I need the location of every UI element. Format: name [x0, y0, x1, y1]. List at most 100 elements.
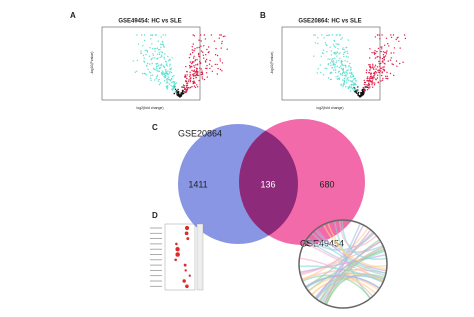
point: [162, 34, 165, 36]
point: [378, 60, 380, 63]
chord: [316, 275, 384, 300]
point: [336, 78, 339, 81]
point: [191, 61, 194, 63]
point: [164, 34, 167, 36]
point: [327, 58, 329, 60]
plot-frame: [281, 26, 381, 101]
point: [143, 39, 146, 42]
dot: [175, 247, 180, 252]
point: [203, 57, 205, 59]
chord: [314, 240, 382, 299]
point: [381, 48, 383, 50]
point: [163, 56, 166, 59]
point: [334, 67, 336, 69]
point: [183, 85, 185, 87]
volcano-points: [313, 34, 407, 98]
point: [340, 65, 342, 67]
panel-label: D: [152, 211, 158, 220]
point: [186, 87, 188, 89]
point: [205, 67, 207, 70]
point: [357, 86, 359, 88]
point: [192, 75, 195, 77]
term-label-bar: [150, 275, 162, 277]
point: [221, 40, 223, 43]
chord: [325, 248, 385, 305]
point: [331, 72, 333, 74]
point: [373, 77, 375, 79]
point: [188, 79, 190, 81]
point: [373, 75, 375, 77]
point: [172, 86, 175, 89]
point: [187, 82, 189, 84]
point: [160, 46, 162, 49]
point: [173, 84, 176, 87]
point: [327, 64, 329, 66]
point: [177, 95, 179, 97]
point: [338, 66, 340, 69]
point: [355, 80, 357, 82]
point: [335, 62, 337, 64]
point: [221, 70, 223, 72]
point: [193, 81, 195, 83]
point: [196, 47, 198, 49]
point: [316, 72, 318, 74]
point: [205, 54, 207, 56]
point: [377, 71, 379, 73]
point: [193, 65, 195, 67]
point: [340, 73, 342, 76]
point: [180, 94, 183, 96]
chord: [300, 231, 374, 276]
point: [390, 34, 392, 36]
point: [332, 63, 334, 66]
term-label-bar: [150, 280, 162, 282]
point: [193, 55, 195, 57]
point: [343, 72, 346, 74]
point: [349, 87, 351, 89]
point: [192, 77, 195, 80]
point: [350, 86, 353, 88]
point: [198, 55, 201, 58]
point: [366, 84, 369, 86]
point: [321, 34, 323, 36]
point: [363, 90, 366, 92]
point: [343, 51, 345, 54]
point: [165, 64, 168, 66]
point: [154, 57, 156, 59]
point: [199, 67, 201, 69]
point: [206, 65, 208, 67]
point: [196, 84, 198, 86]
point: [347, 52, 349, 55]
point: [378, 69, 380, 71]
point: [341, 73, 344, 75]
point: [381, 72, 383, 74]
point: [193, 61, 195, 63]
point: [403, 34, 406, 36]
point: [372, 86, 374, 88]
point: [333, 45, 335, 48]
point: [371, 80, 374, 82]
point: [367, 86, 370, 89]
point: [189, 86, 192, 89]
point: [186, 77, 188, 80]
point: [342, 48, 344, 50]
point: [373, 68, 375, 71]
panel-label: A: [70, 11, 76, 20]
chord: [323, 239, 381, 305]
point: [142, 54, 145, 57]
point: [363, 88, 365, 90]
point: [337, 75, 339, 77]
point: [347, 77, 349, 79]
point: [348, 65, 350, 67]
point: [199, 34, 202, 36]
point: [348, 86, 350, 88]
point: [399, 47, 401, 49]
point: [390, 57, 392, 59]
point: [150, 34, 152, 36]
chord: [305, 272, 385, 289]
point: [380, 50, 382, 53]
point: [375, 72, 377, 74]
point: [147, 62, 149, 65]
point: [178, 94, 181, 96]
point: [348, 79, 350, 82]
point: [375, 68, 377, 70]
